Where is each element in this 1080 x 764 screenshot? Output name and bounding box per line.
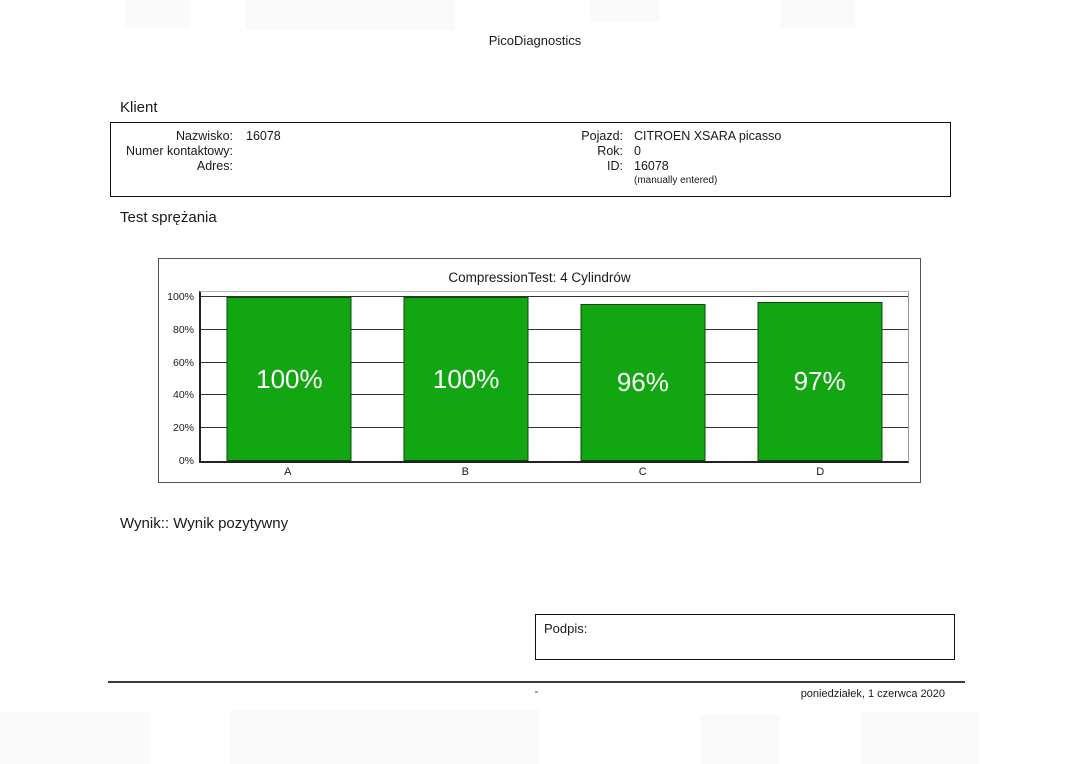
result-text: Wynik:: Wynik pozytywny bbox=[120, 515, 289, 532]
y-tick-label: 20% bbox=[172, 422, 194, 435]
signature-label: Podpis: bbox=[544, 621, 588, 636]
gridline bbox=[201, 427, 908, 429]
scan-artifact bbox=[780, 0, 855, 28]
scan-artifact bbox=[700, 715, 780, 764]
y-tick-label: 100% bbox=[167, 291, 194, 303]
client-section-label: Klient bbox=[120, 99, 158, 116]
id-label: ID: bbox=[607, 159, 623, 173]
client-name-label: Nazwisko: bbox=[176, 129, 233, 143]
bar-cylinder-c: 96% bbox=[580, 303, 706, 461]
vehicle-value: CITROEN XSARA picasso bbox=[634, 129, 782, 143]
y-tick-label: 40% bbox=[172, 389, 194, 402]
gridline bbox=[201, 328, 908, 330]
app-title: PicoDiagnostics bbox=[488, 33, 582, 48]
manually-entered-note: (manually entered) bbox=[634, 175, 718, 186]
x-tick-label: B bbox=[461, 466, 469, 478]
bar-value-label: 96% bbox=[616, 366, 669, 397]
bar-slot: 96% bbox=[555, 292, 732, 461]
bar-value-label: 100% bbox=[256, 363, 323, 394]
scan-artifact bbox=[590, 0, 660, 22]
year-value: 0 bbox=[634, 144, 641, 158]
chart-gridlines bbox=[201, 292, 908, 461]
gridline bbox=[201, 296, 908, 297]
chart-plot: 100% 100% 96% 97% bbox=[199, 291, 909, 463]
bar-cylinder-a: 100% bbox=[226, 297, 352, 461]
test-section-label: Test sprężania bbox=[120, 209, 217, 226]
x-tick-label: A bbox=[284, 466, 292, 478]
footer-divider bbox=[108, 681, 965, 683]
y-tick-label: 80% bbox=[172, 323, 194, 336]
y-tick-label: 60% bbox=[172, 356, 194, 369]
client-contact-label: Numer kontaktowy: bbox=[126, 144, 233, 158]
footer-page-marker: - bbox=[534, 686, 539, 698]
chart-title: CompressionTest: 4 Cylindrów bbox=[448, 270, 631, 285]
x-tick-label: C bbox=[638, 466, 647, 478]
footer-date: poniedziałek, 1 czerwca 2020 bbox=[800, 688, 945, 700]
scan-artifact bbox=[230, 710, 540, 764]
bar-slot: 97% bbox=[731, 292, 908, 461]
client-name-value: 16078 bbox=[246, 129, 281, 143]
x-tick-label: D bbox=[816, 466, 825, 478]
scan-artifact bbox=[245, 0, 455, 30]
bar-value-label: 100% bbox=[432, 363, 500, 394]
scan-artifact bbox=[860, 712, 980, 764]
bar-cylinder-b: 100% bbox=[403, 297, 529, 461]
chart-container: CompressionTest: 4 Cylindrów 100% 80% 60% 4… bbox=[158, 258, 921, 483]
gridline bbox=[201, 394, 908, 396]
bar-slot: 100% bbox=[201, 292, 378, 461]
scan-artifact bbox=[0, 712, 150, 764]
signature-box: Podpis: bbox=[535, 614, 955, 660]
chart-bars: 100% 100% 96% 97% bbox=[201, 292, 908, 461]
vehicle-label: Pojazd: bbox=[581, 129, 623, 143]
gridline bbox=[201, 361, 908, 363]
chart-x-labels: A B C D bbox=[199, 463, 909, 479]
chart-y-labels: 100% 80% 60% 40% 20% 0% bbox=[159, 291, 195, 467]
scan-artifact bbox=[125, 0, 190, 28]
client-address-label: Adres: bbox=[196, 159, 233, 173]
bar-slot: 100% bbox=[378, 292, 555, 461]
id-value: 16078 bbox=[634, 159, 669, 173]
year-label: Rok: bbox=[597, 144, 623, 158]
y-tick-label: 0% bbox=[178, 455, 194, 467]
client-info-box: Nazwisko: 16078 Numer kontaktowy: Adres:… bbox=[110, 122, 951, 197]
bar-value-label: 97% bbox=[793, 365, 846, 396]
bar-cylinder-d: 97% bbox=[757, 301, 883, 461]
